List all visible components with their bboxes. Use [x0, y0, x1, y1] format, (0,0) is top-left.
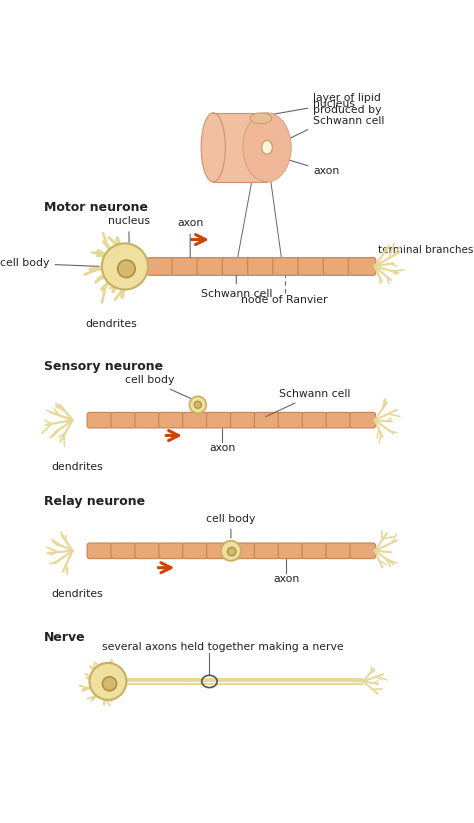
Text: Motor neurone: Motor neurone	[44, 201, 148, 214]
FancyBboxPatch shape	[350, 543, 375, 559]
Text: dendrites: dendrites	[51, 589, 103, 599]
FancyBboxPatch shape	[255, 543, 280, 559]
Ellipse shape	[260, 137, 274, 158]
Text: Nerve: Nerve	[44, 630, 86, 644]
FancyBboxPatch shape	[222, 258, 250, 276]
Text: dendrites: dendrites	[85, 319, 137, 328]
FancyBboxPatch shape	[326, 412, 352, 428]
FancyBboxPatch shape	[207, 412, 232, 428]
Text: axon: axon	[273, 574, 300, 584]
Ellipse shape	[253, 128, 281, 167]
Ellipse shape	[256, 133, 278, 163]
Text: Schwann cell: Schwann cell	[266, 389, 350, 416]
Ellipse shape	[250, 113, 272, 123]
FancyBboxPatch shape	[213, 113, 267, 182]
Circle shape	[118, 260, 135, 277]
Text: Schwann cell: Schwann cell	[201, 276, 272, 300]
Circle shape	[228, 547, 236, 556]
Text: axon: axon	[177, 218, 203, 258]
FancyBboxPatch shape	[230, 543, 256, 559]
FancyBboxPatch shape	[87, 412, 113, 428]
FancyBboxPatch shape	[302, 412, 328, 428]
FancyBboxPatch shape	[278, 412, 304, 428]
FancyBboxPatch shape	[278, 543, 304, 559]
Text: axon: axon	[275, 156, 339, 176]
FancyBboxPatch shape	[273, 258, 300, 276]
Ellipse shape	[246, 118, 288, 177]
Ellipse shape	[262, 141, 273, 154]
Ellipse shape	[250, 123, 284, 172]
Text: dendrites: dendrites	[51, 463, 103, 472]
Text: nucleus: nucleus	[108, 216, 150, 260]
Text: Relay neurone: Relay neurone	[44, 495, 146, 508]
FancyBboxPatch shape	[255, 412, 280, 428]
Text: cell body: cell body	[0, 258, 99, 268]
Text: Sensory neurone: Sensory neurone	[44, 360, 164, 373]
FancyBboxPatch shape	[323, 258, 351, 276]
FancyBboxPatch shape	[247, 258, 275, 276]
Text: nucleus: nucleus	[266, 99, 355, 115]
FancyBboxPatch shape	[111, 412, 137, 428]
FancyBboxPatch shape	[87, 543, 113, 559]
Circle shape	[190, 397, 206, 413]
Text: axon: axon	[210, 444, 236, 453]
FancyBboxPatch shape	[326, 543, 352, 559]
Text: several axons held together making a nerve: several axons held together making a ner…	[102, 642, 344, 653]
FancyBboxPatch shape	[172, 258, 200, 276]
FancyBboxPatch shape	[159, 543, 184, 559]
Text: layer of lipid
produced by
Schwann cell: layer of lipid produced by Schwann cell	[286, 93, 384, 140]
FancyBboxPatch shape	[159, 412, 184, 428]
FancyBboxPatch shape	[111, 543, 137, 559]
Text: cell body: cell body	[206, 514, 255, 538]
Circle shape	[102, 244, 148, 290]
FancyBboxPatch shape	[302, 543, 328, 559]
FancyBboxPatch shape	[135, 412, 161, 428]
Text: cell body: cell body	[126, 375, 194, 400]
Circle shape	[90, 663, 127, 700]
FancyBboxPatch shape	[298, 258, 326, 276]
FancyBboxPatch shape	[230, 412, 256, 428]
FancyBboxPatch shape	[135, 543, 161, 559]
FancyBboxPatch shape	[147, 258, 174, 276]
Ellipse shape	[201, 113, 225, 182]
Ellipse shape	[243, 113, 291, 182]
Circle shape	[221, 541, 241, 560]
Circle shape	[194, 402, 201, 408]
Circle shape	[102, 677, 117, 690]
FancyBboxPatch shape	[182, 543, 208, 559]
FancyBboxPatch shape	[207, 543, 232, 559]
FancyBboxPatch shape	[348, 258, 376, 276]
FancyBboxPatch shape	[182, 412, 208, 428]
FancyBboxPatch shape	[197, 258, 225, 276]
FancyBboxPatch shape	[350, 412, 375, 428]
Text: terminal branches: terminal branches	[378, 244, 474, 254]
Text: node of Ranvier: node of Ranvier	[241, 295, 328, 305]
